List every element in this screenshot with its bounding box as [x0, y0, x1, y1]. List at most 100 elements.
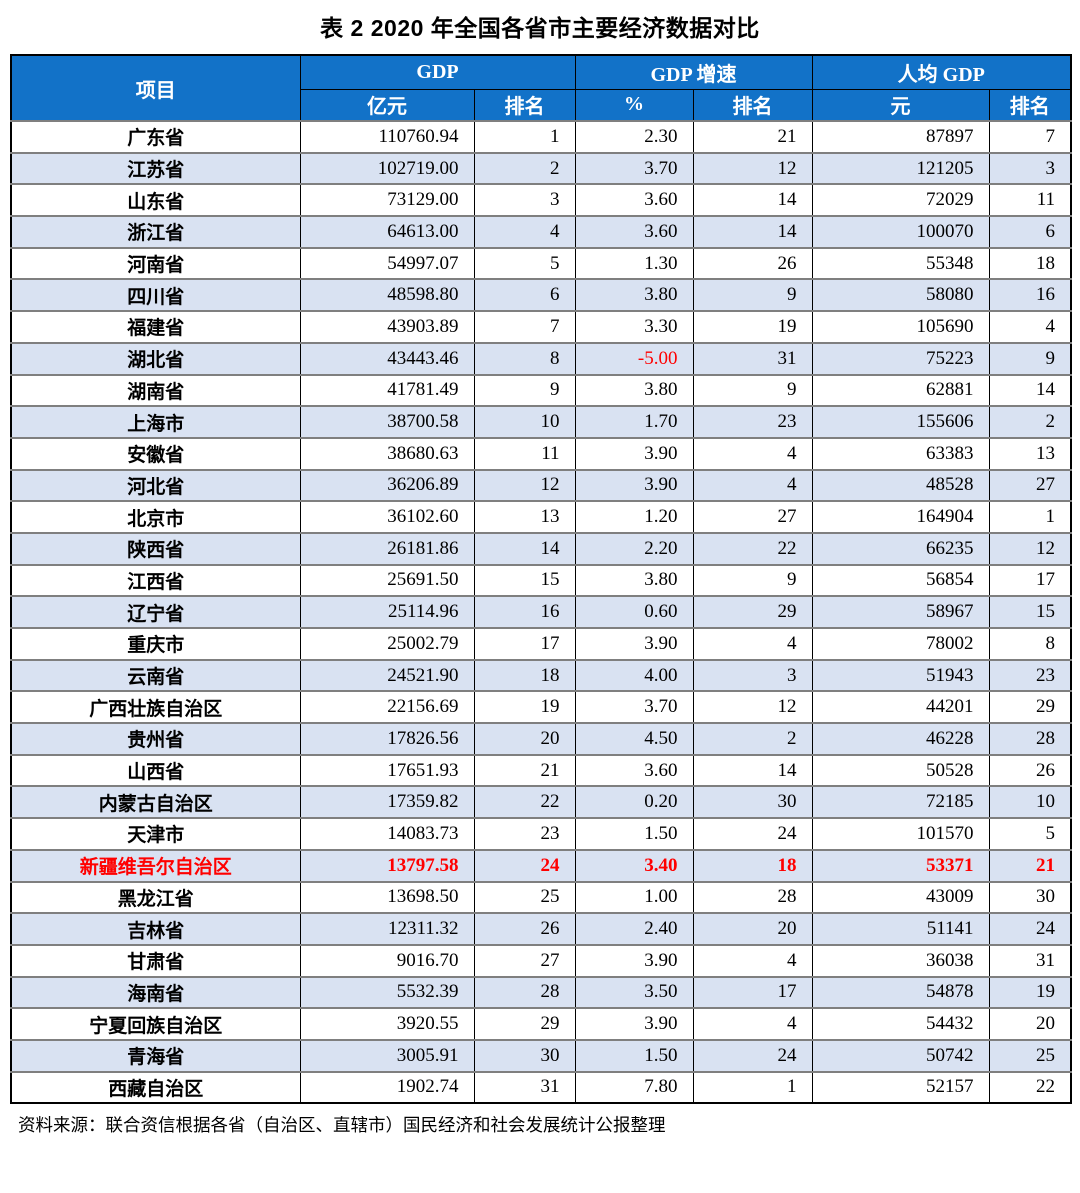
percap-rank-cell: 24: [988, 912, 1072, 946]
percap-rank-cell: 16: [988, 278, 1072, 313]
gdp-rank-cell: 19: [473, 690, 576, 725]
gdp-rank-cell: 27: [473, 943, 576, 978]
table-row: 重庆市 25002.79 17 3.90 4 78002 8: [10, 627, 1072, 661]
growth-rank-cell: 20: [692, 912, 813, 946]
growth-cell: 1.50: [574, 817, 694, 851]
province-name-cell: 黑龙江省: [10, 880, 301, 915]
gdp-cell: 17826.56: [299, 722, 475, 756]
percap-cell: 87897: [811, 120, 990, 154]
gdp-rank-cell: 4: [473, 215, 576, 249]
percap-cell: 44201: [811, 690, 990, 725]
percap-cell: 50742: [811, 1038, 990, 1073]
table-row: 江苏省 102719.00 2 3.70 12 121205 3: [10, 151, 1072, 186]
growth-cell: 3.70: [574, 690, 694, 725]
table-row: 湖北省 43443.46 8 -5.00 31 75223 9: [10, 341, 1072, 376]
growth-cell: 3.80: [574, 278, 694, 313]
growth-cell: 3.90: [574, 627, 694, 661]
gdp-rank-cell: 21: [473, 753, 576, 788]
table-row: 福建省 43903.89 7 3.30 19 105690 4: [10, 310, 1072, 344]
growth-rank-cell: 24: [692, 1038, 813, 1073]
percap-cell: 46228: [811, 722, 990, 756]
percap-rank-cell: 3: [988, 151, 1072, 186]
gdp-cell: 48598.80: [299, 278, 475, 313]
table-row: 上海市 38700.58 10 1.70 23 155606 2: [10, 405, 1072, 439]
gdp-cell: 36206.89: [299, 468, 475, 503]
province-name-cell: 河北省: [10, 468, 301, 503]
percap-rank-cell: 17: [988, 563, 1072, 598]
table-row: 北京市 36102.60 13 1.20 27 164904 1: [10, 500, 1072, 534]
percap-rank-cell: 20: [988, 1007, 1072, 1041]
gdp-rank-cell: 8: [473, 341, 576, 376]
table-row: 天津市 14083.73 23 1.50 24 101570 5: [10, 817, 1072, 851]
growth-cell: 3.90: [574, 1007, 694, 1041]
percap-rank-cell: 4: [988, 310, 1072, 344]
gdp-rank-cell: 13: [473, 500, 576, 534]
header-percap-rank: 排名: [988, 88, 1072, 122]
growth-cell: 1.00: [574, 880, 694, 915]
header-sub-row: 亿元 排名 % 排名 元 排名: [11, 88, 1072, 122]
province-name-cell: 广东省: [10, 120, 301, 154]
source-note: 资料来源：联合资信根据各省（自治区、直辖市）国民经济和社会发展统计公报整理: [18, 1116, 666, 1137]
growth-rank-cell: 21: [692, 120, 813, 154]
percap-cell: 58080: [811, 278, 990, 313]
province-name-cell: 江西省: [10, 563, 301, 598]
province-name-cell: 重庆市: [10, 627, 301, 661]
percap-rank-cell: 30: [988, 880, 1072, 915]
growth-cell: 1.70: [574, 405, 694, 439]
percap-cell: 52157: [811, 1070, 990, 1105]
province-name-cell: 吉林省: [10, 912, 301, 946]
gdp-cell: 41781.49: [299, 373, 475, 408]
percap-cell: 121205: [811, 151, 990, 186]
growth-rank-cell: 14: [692, 215, 813, 249]
gdp-rank-cell: 10: [473, 405, 576, 439]
header-growth-unit: %: [574, 88, 694, 122]
province-name-cell: 西藏自治区: [10, 1070, 301, 1105]
province-name-cell: 浙江省: [10, 215, 301, 249]
growth-rank-cell: 4: [692, 468, 813, 503]
gdp-rank-cell: 30: [473, 1038, 576, 1073]
gdp-cell: 5532.39: [299, 975, 475, 1010]
growth-cell: 3.80: [574, 373, 694, 408]
percap-rank-cell: 18: [988, 246, 1072, 281]
growth-rank-cell: 30: [692, 785, 813, 820]
gdp-rank-cell: 5: [473, 246, 576, 281]
gdp-cell: 54997.07: [299, 246, 475, 281]
growth-cell: 3.60: [574, 183, 694, 218]
percap-cell: 62881: [811, 373, 990, 408]
percap-cell: 43009: [811, 880, 990, 915]
growth-cell: 0.20: [574, 785, 694, 820]
gdp-cell: 14083.73: [299, 817, 475, 851]
province-name-cell: 湖北省: [10, 341, 301, 376]
province-name-cell: 天津市: [10, 817, 301, 851]
percap-rank-cell: 1: [988, 500, 1072, 534]
growth-rank-cell: 24: [692, 817, 813, 851]
percap-cell: 58967: [811, 595, 990, 629]
header-gdp-growth-group: GDP 增速: [574, 54, 813, 90]
economic-data-table: 项目 GDP GDP 增速 人均 GDP 亿元 排名 % 排名 元 排名 广东省…: [10, 54, 1072, 1105]
province-name-cell: 宁夏回族自治区: [10, 1007, 301, 1041]
table-row: 江西省 25691.50 15 3.80 9 56854 17: [10, 563, 1072, 598]
gdp-cell: 25114.96: [299, 595, 475, 629]
gdp-cell: 110760.94: [299, 120, 475, 154]
table-row: 安徽省 38680.63 11 3.90 4 63383 13: [10, 436, 1072, 471]
percap-cell: 78002: [811, 627, 990, 661]
percap-cell: 56854: [811, 563, 990, 598]
gdp-cell: 43443.46: [299, 341, 475, 376]
gdp-cell: 25691.50: [299, 563, 475, 598]
growth-rank-cell: 12: [692, 690, 813, 725]
table-row: 吉林省 12311.32 26 2.40 20 51141 24: [10, 912, 1072, 946]
gdp-cell: 13698.50: [299, 880, 475, 915]
percap-rank-cell: 5: [988, 817, 1072, 851]
table-row: 青海省 3005.91 30 1.50 24 50742 25: [10, 1038, 1072, 1073]
percap-rank-cell: 8: [988, 627, 1072, 661]
table-row: 贵州省 17826.56 20 4.50 2 46228 28: [10, 722, 1072, 756]
header-gdp-rank: 排名: [473, 88, 576, 122]
gdp-rank-cell: 23: [473, 817, 576, 851]
percap-cell: 100070: [811, 215, 990, 249]
gdp-rank-cell: 18: [473, 658, 576, 693]
percap-rank-cell: 26: [988, 753, 1072, 788]
gdp-rank-cell: 7: [473, 310, 576, 344]
gdp-rank-cell: 26: [473, 912, 576, 946]
percap-rank-cell: 31: [988, 943, 1072, 978]
growth-rank-cell: 22: [692, 531, 813, 566]
